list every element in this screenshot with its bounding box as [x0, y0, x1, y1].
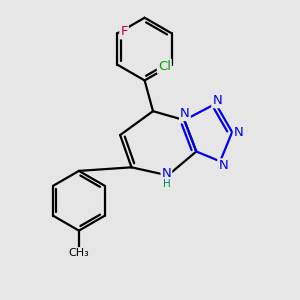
Text: H: H	[163, 179, 170, 189]
Text: N: N	[161, 167, 171, 180]
Text: F: F	[120, 26, 128, 38]
Text: CH₃: CH₃	[69, 248, 89, 258]
Text: Cl: Cl	[158, 60, 171, 73]
Text: N: N	[234, 126, 244, 139]
Text: N: N	[212, 94, 222, 107]
Text: N: N	[180, 107, 190, 120]
Text: N: N	[218, 159, 228, 172]
